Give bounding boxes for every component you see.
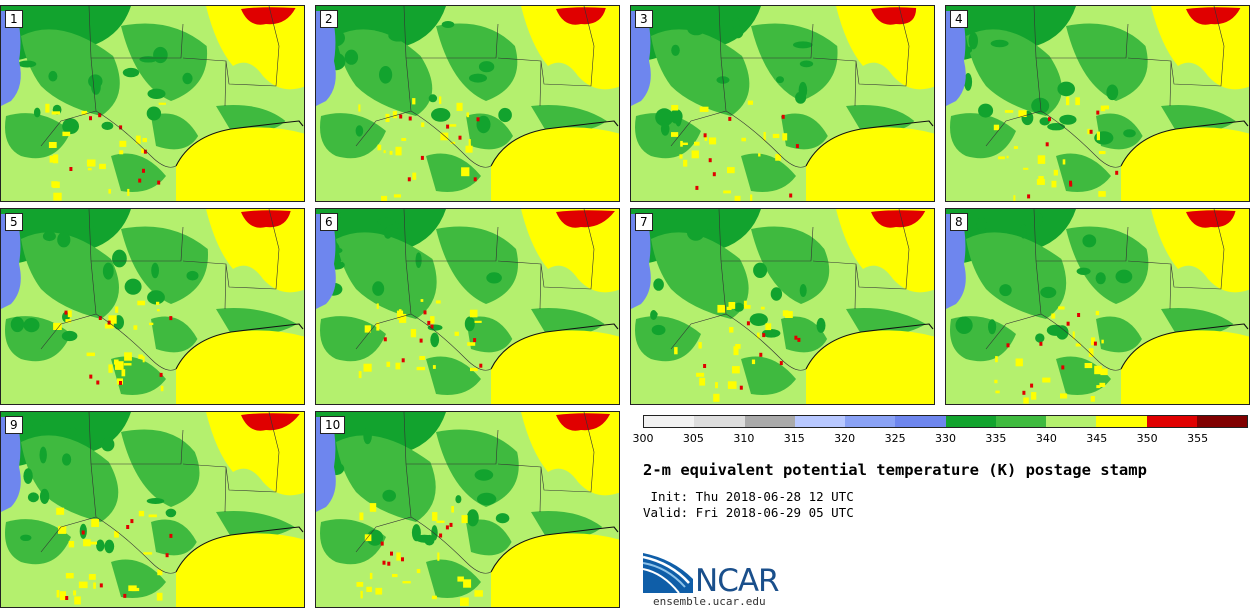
colorbar-segment	[1096, 416, 1147, 427]
member-number-label: 8	[950, 213, 968, 231]
member-number-label: 10	[320, 416, 346, 434]
ensemble-member-map: 2	[315, 5, 620, 202]
colorbar-tick-label: 300	[632, 432, 654, 445]
colorbar-tick-label: 315	[783, 432, 805, 445]
theta-e-field-map	[316, 412, 619, 607]
theta-e-field-map	[631, 209, 934, 404]
colorbar-tick-label: 345	[1086, 432, 1108, 445]
chart-title: 2-m equivalent potential temperature (K)…	[643, 461, 1147, 479]
colorbar-tick-label: 350	[1136, 432, 1158, 445]
colorbar	[643, 415, 1248, 428]
ensemble-member-map: 6	[315, 208, 620, 405]
theta-e-field-map	[316, 209, 619, 404]
theta-e-field-map	[316, 6, 619, 201]
theta-e-field-map	[1, 412, 304, 607]
colorbar-segment	[744, 416, 795, 427]
colorbar-tick-label: 355	[1187, 432, 1209, 445]
colorbar-tick-label: 320	[834, 432, 856, 445]
theta-e-field-map	[1, 6, 304, 201]
ncar-logo-text: NCAR	[695, 563, 780, 599]
colorbar-tick-label: 340	[1035, 432, 1057, 445]
ensemble-member-map: 3	[630, 5, 935, 202]
ensemble-url: ensemble.ucar.edu	[653, 595, 766, 608]
colorbar-tick-label: 305	[682, 432, 704, 445]
ensemble-member-map: 10	[315, 411, 620, 608]
theta-e-field-map	[1, 209, 304, 404]
colorbar-segment	[1046, 416, 1097, 427]
colorbar-segment	[644, 416, 695, 427]
colorbar-segment	[1196, 416, 1247, 427]
ensemble-member-map: 8	[945, 208, 1250, 405]
colorbar-tick-label: 325	[884, 432, 906, 445]
member-number-label: 2	[320, 10, 338, 28]
member-number-label: 9	[5, 416, 23, 434]
valid-time: Valid: Fri 2018-06-29 05 UTC	[643, 505, 854, 520]
member-number-label: 4	[950, 10, 968, 28]
colorbar-tick-label: 310	[733, 432, 755, 445]
member-number-label: 6	[320, 213, 338, 231]
init-time: Init: Thu 2018-06-28 12 UTC	[643, 489, 854, 504]
member-number-label: 7	[635, 213, 653, 231]
colorbar-tick-label: 335	[985, 432, 1007, 445]
colorbar-segment	[694, 416, 745, 427]
theta-e-field-map	[946, 6, 1249, 201]
colorbar-segment	[794, 416, 845, 427]
theta-e-field-map	[631, 6, 934, 201]
theta-e-field-map	[946, 209, 1249, 404]
member-number-label: 5	[5, 213, 23, 231]
colorbar-segment	[1146, 416, 1197, 427]
ensemble-member-map: 5	[0, 208, 305, 405]
ensemble-member-map: 1	[0, 5, 305, 202]
ncar-logo-icon	[643, 553, 693, 593]
colorbar-segment	[895, 416, 946, 427]
ensemble-member-map: 4	[945, 5, 1250, 202]
colorbar-tick-label: 330	[935, 432, 956, 445]
member-number-label: 1	[5, 10, 23, 28]
member-number-label: 3	[635, 10, 653, 28]
colorbar-segment	[945, 416, 996, 427]
colorbar-segment	[995, 416, 1046, 427]
colorbar-segment	[845, 416, 896, 427]
ensemble-member-map: 9	[0, 411, 305, 608]
ensemble-member-map: 7	[630, 208, 935, 405]
